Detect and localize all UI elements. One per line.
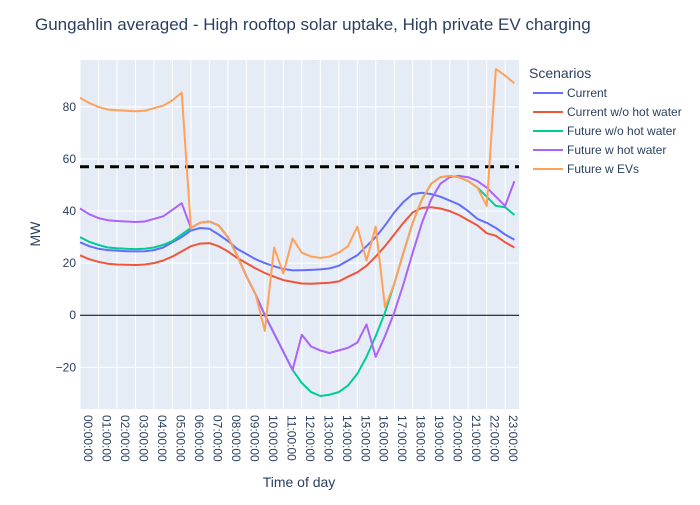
x-tick-label: 18:00:00 [414, 415, 428, 462]
x-tick-label: 00:00:00 [81, 415, 95, 462]
legend-label: Future w EVs [567, 162, 639, 176]
x-tick-label: 01:00:00 [99, 415, 113, 462]
series-line-current-w-o-hot-water [79, 206, 515, 285]
y-tick-label: 60 [63, 152, 77, 166]
x-tick-label: 12:00:00 [303, 415, 317, 462]
plot-area [80, 60, 519, 409]
x-tick-label: 23:00:00 [506, 415, 520, 462]
x-axis-title: Time of day [263, 474, 336, 490]
x-tick-labels: 00:00:00 01:00:00 02:00:00 03:00:00 04:00:00… [81, 415, 520, 462]
y-tick-label: 80 [63, 100, 77, 114]
grid-lines [79, 60, 519, 409]
x-tick-label: 20:00:00 [451, 415, 465, 462]
chart-title: Gungahlin averaged - High rooftop solar … [35, 15, 591, 34]
x-tick-label: 02:00:00 [118, 415, 132, 462]
legend-label: Current [567, 86, 608, 100]
legend-title: Scenarios [529, 65, 591, 81]
legend-label: Future w/o hot water [567, 124, 676, 138]
x-tick-label: 19:00:00 [432, 415, 446, 462]
legend-label: Future w hot water [567, 143, 666, 157]
x-tick-label: 03:00:00 [136, 415, 150, 462]
legend-items[interactable]: Current Current w/o hot water Future w/o h… [533, 86, 682, 176]
x-tick-label: 17:00:00 [395, 415, 409, 462]
y-tick-label: 40 [63, 204, 77, 218]
y-tick-labels: −20 0 20 40 60 80 [56, 100, 77, 374]
x-tick-label: 07:00:00 [210, 415, 224, 462]
x-tick-label: 16:00:00 [377, 415, 391, 462]
series-line-current [79, 191, 515, 272]
x-tick-label: 14:00:00 [340, 415, 354, 462]
y-tick-label: 0 [69, 308, 76, 322]
series-line-future-w-evs [79, 68, 516, 332]
y-tick-label: −20 [56, 360, 77, 374]
y-axis-title: MW [27, 221, 43, 247]
x-tick-label: 06:00:00 [192, 415, 206, 462]
series-line-future-w-hot-water [79, 174, 516, 371]
reference-lines [80, 165, 519, 316]
legend-label: Current w/o hot water [567, 105, 682, 119]
x-tick-label: 13:00:00 [321, 415, 335, 462]
y-tick-label: 20 [63, 256, 77, 270]
x-tick-label: 08:00:00 [229, 415, 243, 462]
legend[interactable]: Scenarios Current Current w/o hot water Fu… [529, 65, 682, 176]
x-tick-label: 09:00:00 [247, 415, 261, 462]
x-tick-label: 11:00:00 [284, 415, 298, 461]
x-tick-label: 04:00:00 [155, 415, 169, 462]
x-tick-label: 22:00:00 [488, 415, 502, 462]
x-tick-label: 21:00:00 [469, 415, 483, 462]
series-lines [79, 68, 516, 397]
x-tick-label: 15:00:00 [358, 415, 372, 462]
x-tick-label: 05:00:00 [173, 415, 187, 462]
x-tick-label: 10:00:00 [266, 415, 280, 462]
